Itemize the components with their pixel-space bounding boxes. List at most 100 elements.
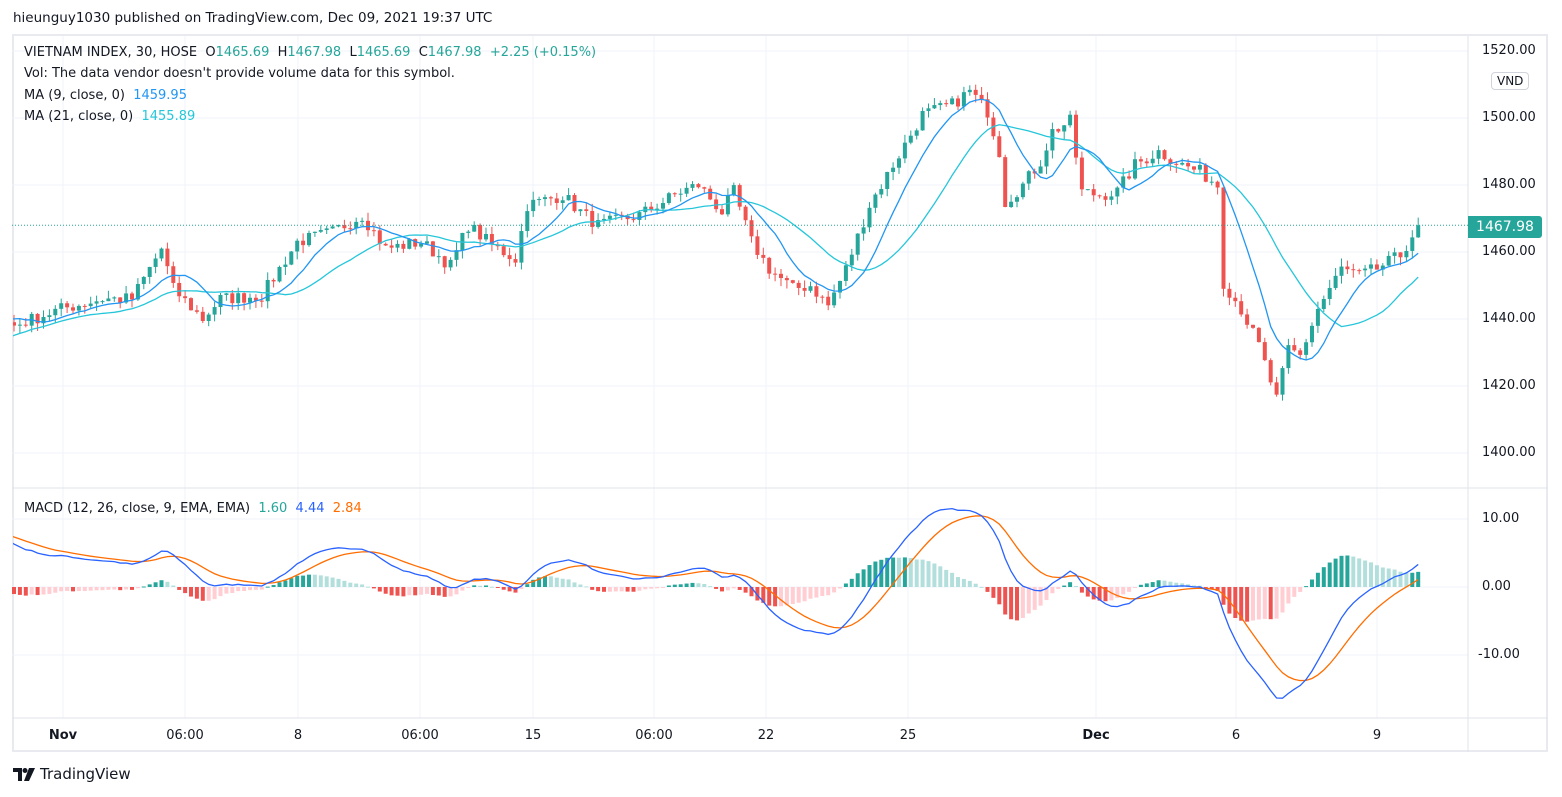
low-label: L bbox=[349, 45, 357, 60]
candle-body bbox=[602, 218, 606, 221]
candle-body bbox=[708, 188, 713, 200]
macd-histogram-bar bbox=[1380, 567, 1385, 587]
candle-body bbox=[301, 240, 306, 246]
open-label: O bbox=[205, 45, 216, 60]
candle-body bbox=[690, 184, 695, 188]
tradingview-logo[interactable]: TradingView bbox=[13, 765, 131, 783]
candle-body bbox=[1003, 157, 1008, 207]
macd-histogram-bar bbox=[708, 586, 713, 588]
candle-body bbox=[932, 105, 937, 109]
macd-histogram-bar bbox=[696, 583, 701, 587]
candle-body bbox=[920, 110, 925, 131]
macd-histogram-bar bbox=[82, 587, 87, 591]
macd-histogram-bar bbox=[271, 585, 276, 587]
candle-body bbox=[1345, 266, 1350, 270]
macd-histogram-bar bbox=[1321, 567, 1326, 587]
macd-legend[interactable]: MACD (12, 26, close, 9, EMA, EMA) 1.60 4… bbox=[24, 501, 362, 516]
ma21-legend[interactable]: MA (21, close, 0) 1455.89 bbox=[24, 109, 195, 124]
candle-body bbox=[849, 254, 854, 266]
macd-histogram-bar bbox=[342, 580, 347, 587]
candle-body bbox=[324, 228, 329, 231]
macd-histogram-bar bbox=[1074, 585, 1078, 587]
macd-histogram-bar bbox=[253, 587, 258, 590]
macd-histogram-bar bbox=[755, 587, 760, 601]
macd-histogram-bar bbox=[23, 587, 28, 596]
macd-histogram-bar bbox=[607, 587, 612, 592]
candle-body bbox=[1174, 163, 1179, 165]
macd-histogram-bar bbox=[53, 587, 58, 593]
candle-body bbox=[413, 239, 418, 247]
macd-histogram-bar bbox=[1304, 586, 1309, 588]
candle-body bbox=[973, 89, 978, 95]
time-tick-label: 06:00 bbox=[401, 728, 439, 743]
macd-histogram-bar bbox=[41, 587, 46, 595]
macd-histogram-bar bbox=[1333, 558, 1338, 587]
macd-histogram-bar bbox=[413, 587, 418, 596]
symbol-name[interactable]: VIETNAM INDEX, 30, HOSE bbox=[24, 45, 198, 60]
candle-body bbox=[501, 246, 506, 256]
macd-histogram-bar bbox=[1310, 579, 1314, 587]
candle-body bbox=[784, 278, 789, 281]
macd-histogram-bar bbox=[914, 559, 919, 587]
macd-hist-value: 1.60 bbox=[258, 501, 288, 516]
macd-histogram-bar bbox=[537, 577, 542, 587]
macd-histogram-bar bbox=[985, 587, 990, 592]
candle-body bbox=[13, 322, 16, 326]
candle-body bbox=[1315, 308, 1320, 326]
macd-histogram-bar bbox=[1221, 587, 1226, 605]
macd-histogram-bar bbox=[194, 587, 199, 599]
macd-histogram-bar bbox=[725, 587, 730, 591]
candle-body bbox=[543, 197, 547, 200]
macd-histogram-bar bbox=[625, 587, 630, 592]
macd-histogram-bar bbox=[383, 587, 388, 594]
macd-histogram-bar bbox=[1239, 587, 1244, 621]
macd-tick-label: 10.00 bbox=[1482, 511, 1520, 526]
macd-histogram-bar bbox=[1180, 583, 1185, 587]
macd-histogram-bar bbox=[873, 561, 878, 587]
macd-histogram-bar bbox=[867, 565, 872, 587]
currency-button[interactable]: VND bbox=[1491, 72, 1530, 90]
candle-body bbox=[761, 254, 766, 258]
macd-histogram-bar bbox=[277, 582, 282, 587]
macd-histogram-bar bbox=[130, 587, 134, 590]
macd-histogram-bar bbox=[1026, 587, 1031, 614]
candle-body bbox=[1056, 129, 1061, 132]
candle-body bbox=[607, 215, 612, 219]
macd-histogram-bar bbox=[950, 572, 955, 587]
ma9-legend[interactable]: MA (9, close, 0) 1459.95 bbox=[24, 88, 187, 103]
macd-histogram-bar bbox=[1115, 587, 1120, 598]
candle-body bbox=[118, 297, 123, 303]
price-tick-label: 1460.00 bbox=[1482, 244, 1536, 259]
macd-histogram-bar bbox=[879, 559, 884, 587]
macd-histogram-bar bbox=[543, 576, 547, 587]
candle-body bbox=[23, 324, 28, 326]
candle-body bbox=[1339, 266, 1344, 276]
candle-body bbox=[1369, 264, 1373, 269]
candle-body bbox=[265, 279, 270, 302]
candle-body bbox=[737, 185, 742, 207]
macd-histogram-bar bbox=[1233, 587, 1238, 619]
candle-body bbox=[666, 193, 671, 204]
macd-histogram-bar bbox=[973, 583, 978, 587]
macd-signal-line bbox=[13, 515, 1419, 682]
macd-histogram-bar bbox=[1292, 587, 1297, 597]
candle-body bbox=[100, 301, 105, 303]
candle-body bbox=[613, 214, 618, 216]
candle-body bbox=[159, 248, 164, 259]
macd-histogram-bar bbox=[360, 584, 365, 587]
macd-histogram-bar bbox=[147, 584, 152, 587]
macd-histogram-bar bbox=[507, 587, 512, 592]
macd-histogram-bar bbox=[1345, 555, 1350, 587]
candle-body bbox=[1239, 301, 1244, 315]
macd-histogram-bar bbox=[1416, 571, 1421, 587]
macd-histogram-bar bbox=[230, 587, 235, 594]
candle-body bbox=[1404, 250, 1409, 258]
macd-histogram-bar bbox=[796, 587, 801, 603]
candle-body bbox=[1015, 197, 1019, 202]
candle-body bbox=[289, 251, 294, 265]
candle-body bbox=[366, 220, 370, 231]
macd-histogram-bar bbox=[312, 574, 317, 587]
candle-body bbox=[1050, 129, 1055, 151]
macd-histogram-bar bbox=[259, 587, 264, 590]
